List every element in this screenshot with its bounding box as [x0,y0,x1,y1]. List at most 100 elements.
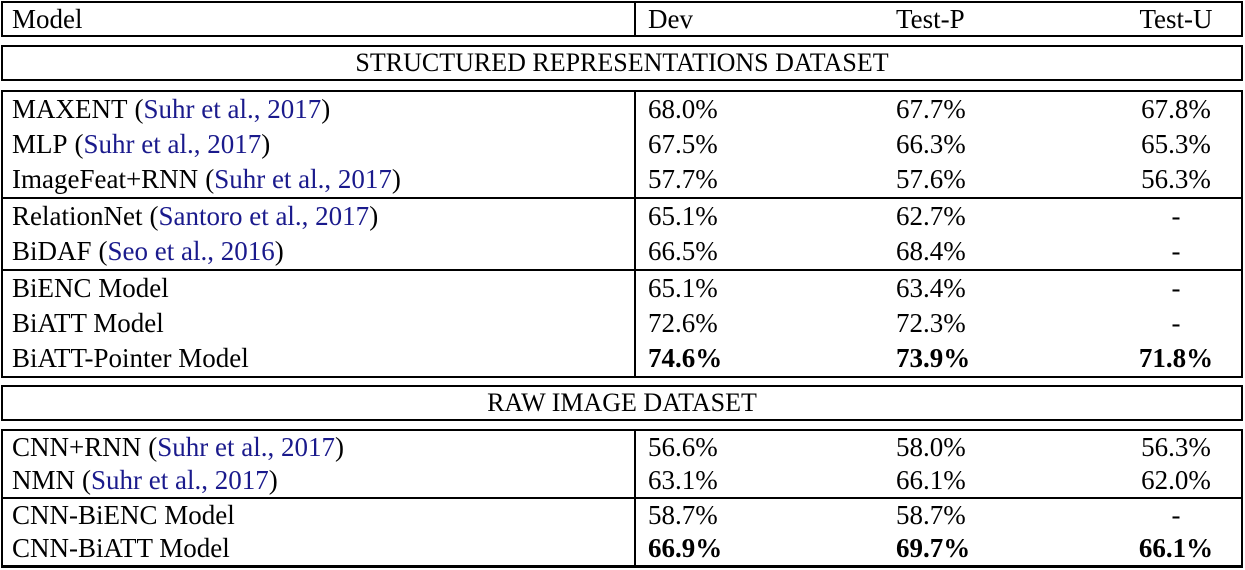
test-p-value: 62.7% [896,201,966,231]
model-name-cell: CNN+RNN (Suhr et al., 2017) [3,431,636,464]
open-paren: ( [74,129,84,159]
model-name: RelationNet [12,201,143,231]
test-u-value: 67.8% [1141,94,1211,124]
table-row: CNN-BiATT Model 66.9% 69.7% 66.1% [3,532,1241,565]
test-u-value: 66.1% [1138,533,1214,563]
model-name: MAXENT [12,94,128,124]
dev-value: 65.1% [648,201,718,231]
close-paren: ) [274,236,284,266]
model-name-cell: MAXENT (Suhr et al., 2017) [3,92,636,127]
table-row: BiATT-Pointer Model 74.6% 73.9% 71.8% [3,341,1241,376]
model-name: BiATT-Pointer Model [12,343,249,373]
citation-link[interactable]: Suhr et al., 2017 [214,164,392,194]
citation-link[interactable]: Santoro et al., 2017 [158,201,370,231]
citation-link[interactable]: Seo et al., 2016 [107,236,275,266]
dev-value: 65.1% [648,273,718,303]
test-p-value: 67.7% [896,94,966,124]
test-u-value: - [1171,273,1181,303]
open-paren: ( [134,94,144,124]
model-name: NMN [12,465,76,495]
model-name-cell: CNN-BiENC Model [3,499,636,532]
table-row: CNN+RNN (Suhr et al., 2017) 56.6% 58.0% 56.3… [3,431,1241,464]
model-name-cell: RelationNet (Santoro et al., 2017) [3,199,636,234]
dev-value: 67.5% [648,129,718,159]
table-row: BiATT Model 72.6% 72.3% - [3,306,1241,341]
dev-value: 63.1% [648,465,718,495]
open-paren: ( [148,432,158,462]
dev-value: 72.6% [648,308,718,338]
model-name: BiATT Model [12,308,164,338]
close-paren: ) [369,201,379,231]
model-name: BiDAF [12,236,92,266]
header-row: Model Dev Test-P Test-U [3,3,1241,35]
test-u-value: - [1171,500,1181,530]
close-paren: ) [261,129,271,159]
citation-link[interactable]: Suhr et al., 2017 [157,432,335,462]
dev-value: 56.6% [648,432,718,462]
test-p-value: 73.9% [896,343,971,373]
test-u-value: - [1171,236,1181,266]
model-name: BiENC Model [12,273,169,303]
dev-value: 66.9% [648,533,723,563]
model-name: CNN-BiENC Model [12,500,235,530]
table-row: NMN (Suhr et al., 2017) 63.1% 66.1% 62.0% [3,464,1241,497]
table-row: MLP (Suhr et al., 2017) 67.5% 66.3% 65.3% [3,127,1241,162]
table-header-row: Model Dev Test-P Test-U [1,1,1243,37]
table-row: BiDAF (Seo et al., 2016) 66.5% 68.4% - [3,234,1241,269]
model-name: CNN+RNN [12,432,142,462]
model-name-cell: CNN-BiATT Model [3,532,636,565]
dev-value: 74.6% [648,343,723,373]
citation-link[interactable]: Suhr et al., 2017 [83,129,262,159]
table-row: RelationNet (Santoro et al., 2017) 65.1% 62… [3,197,1241,234]
table-body: STRUCTURED REPRESENTATIONS DATASET MAXENT… [1,37,1243,568]
test-p-value: 58.0% [896,432,966,462]
model-name-cell: BiATT Model [3,306,636,341]
model-name-cell: BiATT-Pointer Model [3,341,636,376]
test-u-value: 56.3% [1141,432,1211,462]
model-name-cell: BiDAF (Seo et al., 2016) [3,234,636,269]
section-header: STRUCTURED REPRESENTATIONS DATASET [1,45,1243,81]
table-row: ImageFeat+RNN (Suhr et al., 2017) 57.7% 57.… [3,162,1241,197]
rule-gap [1,421,1243,429]
test-u-value: - [1171,308,1181,338]
test-p-value: 57.6% [896,164,966,194]
table-row: CNN-BiENC Model 58.7% 58.7% - [3,497,1241,532]
test-u-value: 62.0% [1141,465,1211,495]
model-name-cell: BiENC Model [3,271,636,306]
close-paren: ) [334,432,344,462]
test-u-value: 71.8% [1138,343,1214,373]
dev-value: 66.5% [648,236,718,266]
test-p-value: 72.3% [896,308,966,338]
dev-value: 58.7% [648,500,718,530]
model-name: MLP [12,129,68,159]
model-name-cell: ImageFeat+RNN (Suhr et al., 2017) [3,162,636,197]
test-p-value: 69.7% [896,533,971,563]
open-paren: ( [98,236,108,266]
column-header-test-p: Test-P [896,4,965,34]
open-paren: ( [149,201,159,231]
rule-gap [1,378,1243,385]
column-header-dev: Dev [648,4,693,34]
close-paren: ) [391,164,401,194]
data-block: CNN+RNN (Suhr et al., 2017) 56.6% 58.0% 56.3… [1,429,1243,568]
rule-gap [1,81,1243,90]
test-p-value: 68.4% [896,236,966,266]
citation-link[interactable]: Suhr et al., 2017 [143,94,322,124]
dev-value: 68.0% [648,94,718,124]
model-name-cell: MLP (Suhr et al., 2017) [3,127,636,162]
test-p-value: 63.4% [896,273,966,303]
open-paren: ( [82,465,92,495]
test-p-value: 66.1% [896,465,966,495]
table-row: BiENC Model 65.1% 63.4% - [3,269,1241,306]
test-p-value: 58.7% [896,500,966,530]
model-name-cell: NMN (Suhr et al., 2017) [3,464,636,497]
citation-link[interactable]: Suhr et al., 2017 [91,465,269,495]
dev-value: 57.7% [648,164,718,194]
test-u-value: - [1171,201,1181,231]
open-paren: ( [205,164,215,194]
section-header: RAW IMAGE DATASET [1,385,1243,421]
column-header-test-u: Test-U [1139,4,1213,34]
model-name: CNN-BiATT Model [12,533,230,563]
model-name: ImageFeat+RNN [12,164,199,194]
